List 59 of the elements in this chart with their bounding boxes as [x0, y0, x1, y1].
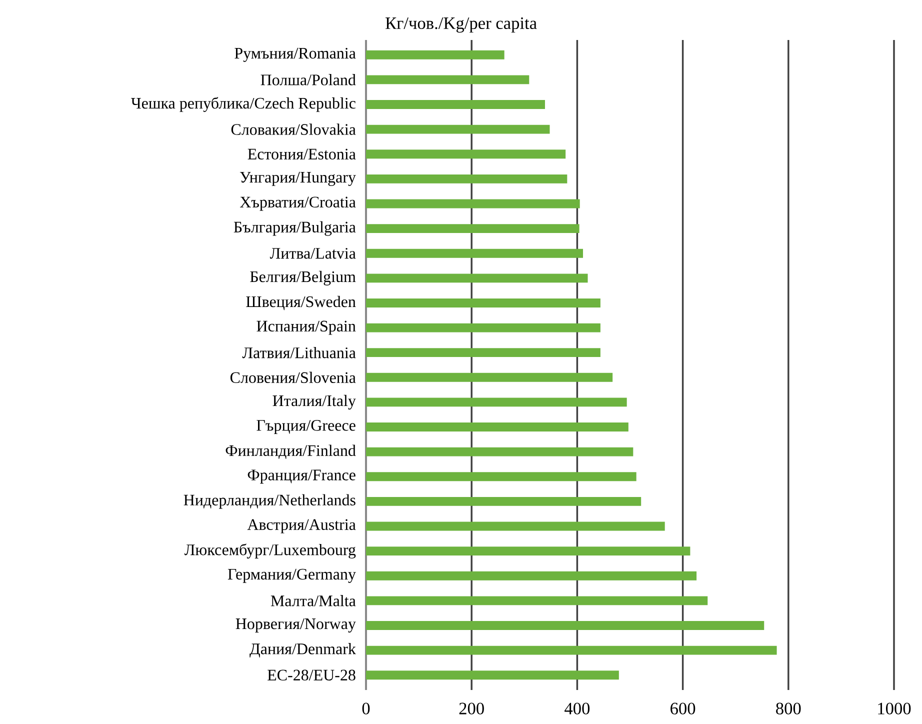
bar: [366, 150, 566, 159]
bar: [366, 348, 600, 358]
bar: [366, 75, 530, 84]
bar: [366, 571, 697, 580]
bar: [366, 372, 613, 382]
x-tick-label: 400: [564, 702, 590, 714]
y-tick-label: Унгария/Hungary: [240, 172, 356, 186]
bar: [366, 546, 690, 556]
bar: [366, 447, 634, 456]
x-tick-label: 600: [670, 702, 696, 714]
bar: [366, 100, 545, 109]
y-tick-label: Хърватия/Croatia: [240, 196, 356, 211]
y-tick-label: Словакия/Slovakia: [231, 124, 356, 135]
bar: [366, 248, 584, 258]
y-tick-label: Белгия/Belgium: [250, 270, 356, 286]
y-tick-label: Дания/Denmark: [250, 643, 356, 658]
bar: [366, 596, 708, 606]
y-tick-label: Финландия/Finland: [226, 444, 356, 459]
y-tick-label: Гърция/Greece: [256, 420, 356, 434]
bar: [366, 398, 627, 407]
bar: [366, 670, 619, 680]
y-tick-label: ЕС-28/EU-28: [268, 670, 356, 680]
y-tick-label: Швеция/Sweden: [246, 296, 356, 310]
bar: [366, 124, 550, 134]
y-tick-label: Румъния/Romania: [234, 48, 356, 62]
y-tick-label: Люксембург/Luxembourg: [184, 544, 356, 559]
bar: [366, 323, 600, 332]
y-tick-label: България/Bulgaria: [234, 221, 356, 236]
bar: [366, 472, 636, 482]
bar: [366, 422, 628, 432]
y-tick-label: Нидерландия/Netherlands: [184, 494, 356, 509]
y-tick-label: Норвегия/Norway: [236, 618, 356, 632]
bar: [366, 274, 588, 283]
x-tick-label: 200: [459, 702, 484, 714]
bar: [366, 621, 764, 630]
x-tick-label: 0: [362, 702, 370, 714]
bar: [366, 199, 580, 208]
y-tick-label: Франция/France: [248, 470, 356, 484]
y-tick-label: Латвия/Lithuania: [242, 346, 356, 358]
x-tick-label: 800: [776, 702, 801, 714]
y-tick-label: Малта/Malta: [270, 595, 356, 606]
y-tick-label: Литва/Latvia: [270, 248, 356, 259]
bar: [366, 224, 580, 234]
x-axis-title: Кг/чов./Kg/per capita: [386, 17, 537, 33]
bar: [366, 496, 642, 506]
y-tick-label: Австрия/Austria: [247, 519, 356, 534]
x-tick-label: 1000: [878, 702, 911, 714]
y-tick-label: Словения/Slovenia: [230, 372, 356, 384]
bar: [366, 50, 504, 60]
bar: [366, 646, 777, 655]
bar: [366, 298, 600, 308]
y-tick-label: Естония/Estonia: [248, 148, 356, 160]
y-tick-label: Германия/Germany: [228, 568, 356, 583]
bar: [366, 174, 568, 184]
y-tick-label: Чешка република/Czech Republic: [131, 97, 356, 112]
y-tick-label: Италия/Italy: [272, 394, 356, 410]
y-tick-label: Испания/Spain: [256, 320, 356, 335]
bar: [366, 522, 665, 531]
y-tick-label: Полша/Poland: [260, 74, 356, 86]
